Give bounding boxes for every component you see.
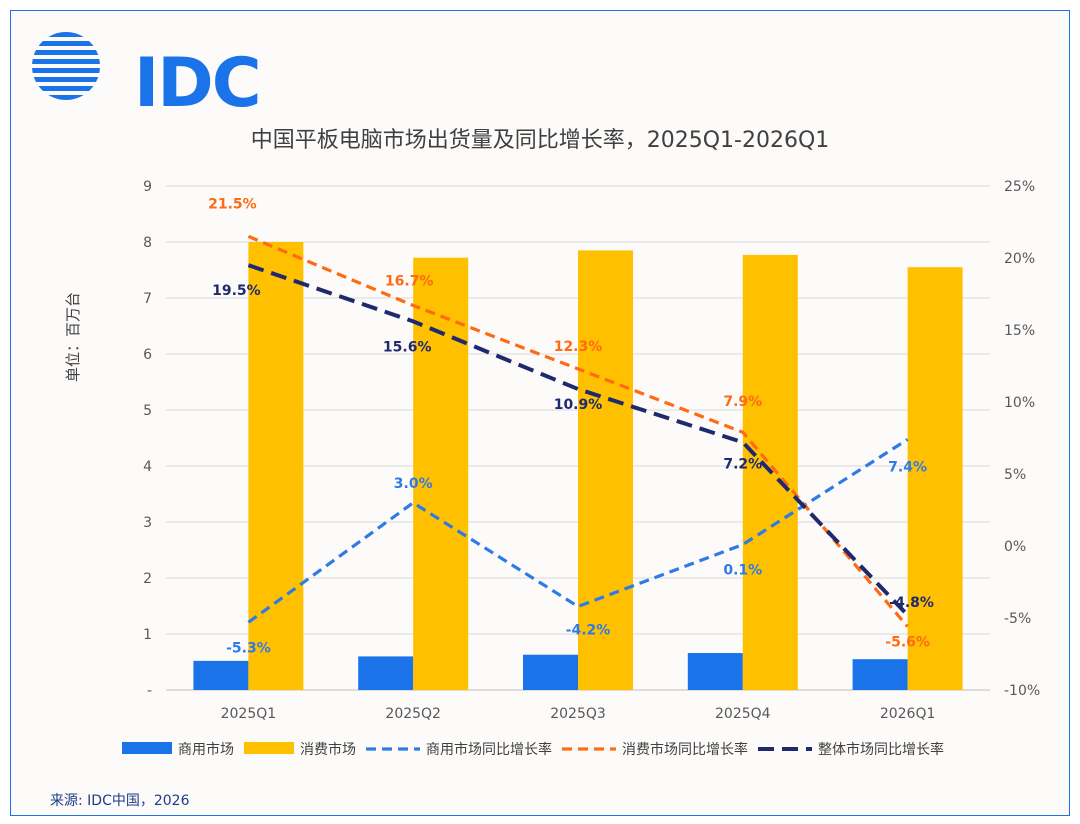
series-line-overall-growth xyxy=(247,263,910,617)
right-tick-label: -5% xyxy=(1004,611,1031,627)
left-tick-label: 5 xyxy=(143,403,152,419)
right-tick-label: 0% xyxy=(1004,539,1026,555)
legend-label: 商用市场同比增长率 xyxy=(426,741,552,758)
data-label-commercial-growth: 3.0% xyxy=(394,476,433,492)
legend-swatch xyxy=(244,742,294,754)
data-label-consumer-growth: 7.9% xyxy=(723,394,762,410)
x-tick-label: 2025Q1 xyxy=(221,706,277,722)
data-label-overall-growth: -4.8% xyxy=(889,595,934,611)
x-tick-label: 2025Q3 xyxy=(550,706,606,722)
left-tick-label: 7 xyxy=(143,291,152,307)
legend-label: 消费市场同比增长率 xyxy=(622,741,748,758)
left-tick-label: 6 xyxy=(143,347,152,363)
right-tick-label: 20% xyxy=(1004,251,1035,267)
logo-text: IDC xyxy=(134,44,262,123)
data-label-commercial-growth: 0.1% xyxy=(723,563,762,579)
x-tick-label: 2026Q1 xyxy=(880,706,936,722)
bar-commercial xyxy=(687,653,743,690)
x-tick-label: 2025Q4 xyxy=(715,706,771,722)
right-tick-label: 25% xyxy=(1004,179,1035,195)
bar-consumer xyxy=(248,242,304,690)
left-tick-label: 4 xyxy=(143,459,152,475)
bar-consumer xyxy=(578,250,633,690)
legend-label: 消费市场 xyxy=(300,741,356,758)
bar-consumer xyxy=(907,267,963,690)
x-tick-label: 2025Q2 xyxy=(385,706,441,722)
left-tick-label: 2 xyxy=(143,571,152,587)
bar-commercial xyxy=(358,656,414,690)
series-line-commercial-growth xyxy=(247,438,909,624)
right-tick-label: 5% xyxy=(1004,467,1026,483)
data-label-commercial-growth: -5.3% xyxy=(226,640,271,656)
right-tick-label: -10% xyxy=(1004,683,1040,699)
bar-commercial xyxy=(193,660,249,690)
chart-title: 中国平板电脑市场出货量及同比增长率，2025Q1-2026Q1 xyxy=(250,128,830,153)
legend-label: 商用市场 xyxy=(178,741,234,758)
left-tick-label: - xyxy=(147,683,152,699)
data-label-commercial-growth: 7.4% xyxy=(888,459,927,475)
source-note: 来源: IDC中国，2026 xyxy=(50,793,190,809)
right-tick-label: 10% xyxy=(1004,395,1035,411)
data-label-overall-growth: 10.9% xyxy=(554,397,603,413)
bar-consumer xyxy=(413,257,469,690)
left-tick-label: 9 xyxy=(143,179,152,195)
right-tick-label: 15% xyxy=(1004,323,1035,339)
legend-swatch xyxy=(122,742,172,754)
left-tick-label: 8 xyxy=(143,235,152,251)
data-label-consumer-growth: -5.6% xyxy=(885,635,930,651)
data-label-commercial-growth: -4.2% xyxy=(566,622,611,638)
data-label-overall-growth: 7.2% xyxy=(723,456,762,472)
idc-logo: IDC xyxy=(30,26,262,118)
left-tick-label: 3 xyxy=(143,515,152,531)
data-label-overall-growth: 19.5% xyxy=(212,283,261,299)
bar-commercial xyxy=(523,654,578,690)
globe-stripes-icon xyxy=(32,32,100,100)
bar-commercial xyxy=(852,659,908,690)
data-label-overall-growth: 15.6% xyxy=(383,339,432,355)
data-label-consumer-growth: 16.7% xyxy=(385,274,434,290)
left-tick-label: 1 xyxy=(143,627,152,643)
data-label-consumer-growth: 12.3% xyxy=(554,339,603,355)
data-label-consumer-growth: 21.5% xyxy=(208,196,257,212)
legend-label: 整体市场同比增长率 xyxy=(818,741,944,758)
